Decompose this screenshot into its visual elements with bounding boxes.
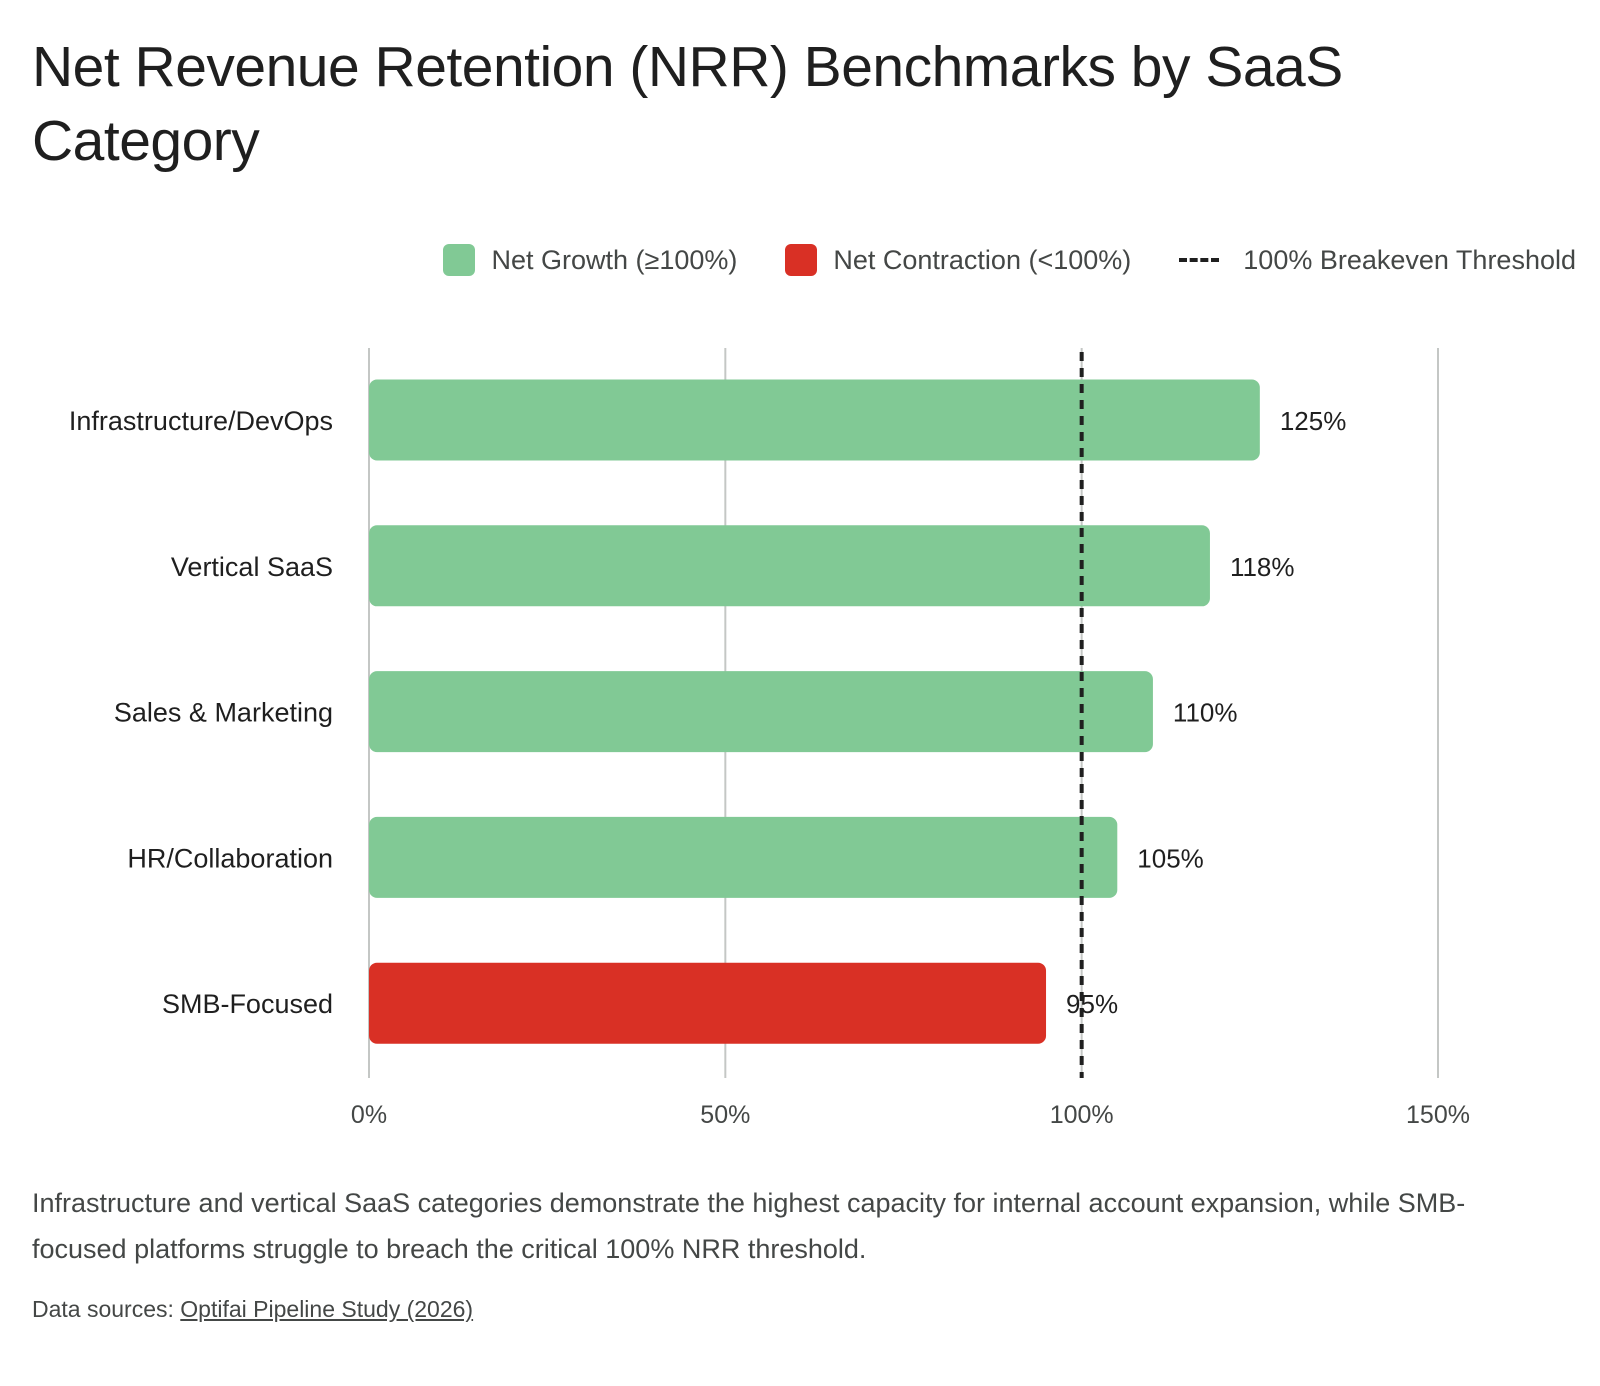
legend-swatch-contraction xyxy=(785,244,818,276)
y-category-label: Infrastructure/DevOps xyxy=(69,406,333,436)
sources-prefix: Data sources: xyxy=(32,1296,174,1322)
legend-item-contraction: Net Contraction (<100%) xyxy=(785,244,1131,276)
y-category-label: Vertical SaaS xyxy=(171,552,333,582)
bar-chart: 0% 50% 100% 150% Infrastructure/DevOps 125% Ve… xyxy=(69,348,1470,1129)
bar-value-label: 125% xyxy=(1280,406,1347,436)
x-tick-label: 100% xyxy=(1050,1101,1114,1129)
bar xyxy=(369,671,1153,753)
bar xyxy=(369,962,1047,1044)
x-tick-label: 0% xyxy=(351,1101,387,1129)
bar xyxy=(369,379,1260,461)
y-category-label: HR/Collaboration xyxy=(127,843,333,873)
bar-value-label: 118% xyxy=(1230,552,1295,582)
legend-item-growth: Net Growth (≥100%) xyxy=(443,244,737,276)
legend-label-contraction: Net Contraction (<100%) xyxy=(833,244,1132,275)
chart-caption: Infrastructure and vertical SaaS categor… xyxy=(32,1188,1466,1264)
sources-link[interactable]: Optifai Pipeline Study (2026) xyxy=(180,1296,474,1322)
legend-label-threshold: 100% Breakeven Threshold xyxy=(1243,244,1576,275)
bar-value-label: 110% xyxy=(1173,698,1238,728)
bar-value-label: 95% xyxy=(1066,989,1118,1019)
y-category-label: Sales & Marketing xyxy=(114,698,333,728)
bar xyxy=(369,816,1118,898)
chart-legend: Net Growth (≥100%) Net Contraction (<100… xyxy=(443,244,1576,276)
chart-title: Net Revenue Retention (NRR) Benchmarks b… xyxy=(32,35,1343,173)
x-tick-label: 150% xyxy=(1406,1101,1470,1129)
legend-swatch-growth xyxy=(443,244,476,276)
legend-dash-threshold xyxy=(1179,258,1220,262)
legend-item-threshold: 100% Breakeven Threshold xyxy=(1179,245,1576,276)
data-sources: Data sources: Optifai Pipeline Study (20… xyxy=(32,1296,473,1323)
y-category-label: SMB-Focused xyxy=(162,989,333,1019)
bar-value-label: 105% xyxy=(1137,843,1204,873)
legend-label-growth: Net Growth (≥100%) xyxy=(491,244,738,275)
bar xyxy=(369,525,1210,607)
x-tick-label: 50% xyxy=(700,1101,750,1129)
